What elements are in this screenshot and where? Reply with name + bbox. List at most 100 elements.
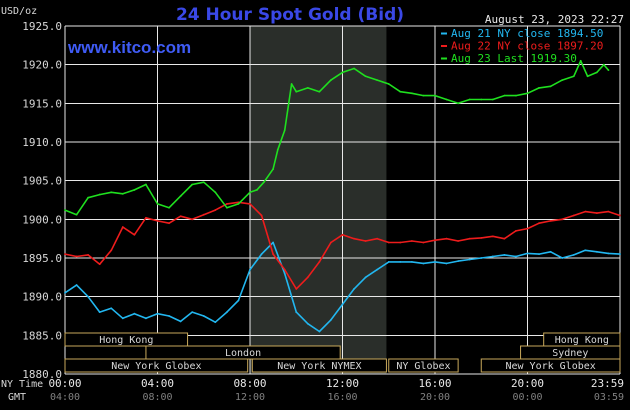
data-point <box>318 330 321 333</box>
data-point <box>595 71 598 74</box>
data-point <box>549 219 552 222</box>
data-point <box>318 90 321 93</box>
chart-title: 24 Hour Spot Gold (Bid) <box>175 5 405 25</box>
session-ny-globex-label: NY Globex <box>396 361 450 372</box>
data-point <box>110 249 113 252</box>
market-hours-highlight <box>250 26 387 374</box>
data-point <box>145 317 147 320</box>
data-point <box>549 250 552 253</box>
data-point <box>276 148 279 151</box>
data-point <box>110 191 113 194</box>
y-tick-label: 1895.0 <box>22 252 62 265</box>
data-point <box>410 92 413 95</box>
data-point <box>515 230 517 232</box>
data-point <box>572 254 575 256</box>
session-london-label: London <box>225 348 261 359</box>
data-point <box>110 307 113 310</box>
data-point <box>256 189 258 191</box>
data-point <box>619 214 621 217</box>
data-point <box>526 92 529 95</box>
data-point <box>249 268 251 271</box>
data-point <box>272 253 275 256</box>
data-point <box>87 295 90 298</box>
data-point <box>121 226 124 228</box>
data-point <box>75 284 78 286</box>
data-point <box>168 315 170 317</box>
data-point <box>283 272 286 275</box>
gmt-label: GMT <box>8 392 26 403</box>
data-point <box>434 94 436 97</box>
data-point <box>561 257 564 259</box>
x-tick-label-gmt: 20:00 <box>420 392 450 403</box>
data-point <box>503 254 506 256</box>
y-tick-label: 1925.0 <box>22 20 62 33</box>
data-point <box>202 315 205 317</box>
data-point <box>168 206 170 209</box>
x-tick-label-gmt: 03:59 <box>594 392 624 403</box>
data-point <box>434 239 436 242</box>
session-new-york-nymex <box>251 358 387 373</box>
data-point <box>503 237 506 240</box>
data-point <box>262 181 265 184</box>
data-point <box>330 241 332 244</box>
data-point <box>64 291 66 294</box>
session-sydney-label: Sydney <box>552 348 588 359</box>
data-point <box>272 241 275 244</box>
data-point <box>584 249 587 252</box>
data-point <box>468 98 471 101</box>
data-point <box>376 79 379 82</box>
data-point <box>434 260 436 263</box>
data-point <box>237 202 240 205</box>
data-point <box>457 260 460 262</box>
x-tick-label-gmt: 04:00 <box>50 392 80 403</box>
data-point <box>75 255 78 258</box>
data-point <box>480 236 483 239</box>
data-point <box>353 67 355 70</box>
data-point <box>133 312 136 315</box>
x-tick-label-gmt: 16:00 <box>327 392 357 403</box>
data-point <box>445 262 448 265</box>
data-point <box>306 276 309 279</box>
session-ny-globex <box>388 358 459 373</box>
data-point <box>572 75 575 78</box>
data-point <box>306 86 309 89</box>
data-point <box>145 183 147 186</box>
data-point <box>549 85 552 88</box>
data-point <box>602 63 605 66</box>
data-point <box>290 83 293 85</box>
data-point <box>480 98 483 101</box>
grid-lines <box>64 25 621 375</box>
data-point <box>399 90 402 93</box>
data-point <box>272 168 275 170</box>
timestamp: August 23, 2023 22:27 <box>484 13 624 26</box>
data-point <box>121 317 124 320</box>
session-new-york-globex-label: New York Globex <box>111 361 201 372</box>
data-point <box>295 288 298 290</box>
x-tick-label-gmt: 12:00 <box>235 392 265 403</box>
data-point <box>341 233 344 236</box>
data-point <box>191 311 194 314</box>
session-new-york-globex <box>64 358 249 373</box>
data-point <box>214 191 217 194</box>
data-point <box>168 222 170 225</box>
data-point <box>410 260 413 263</box>
unit-label: USD/oz <box>1 6 38 17</box>
data-point <box>491 255 494 258</box>
data-point <box>98 263 101 266</box>
data-point <box>225 311 228 314</box>
data-point <box>491 235 494 238</box>
data-point <box>376 237 379 240</box>
ny-time-label: NY Time <box>1 379 43 390</box>
data-point <box>376 268 379 271</box>
data-point <box>526 252 529 255</box>
data-point <box>249 191 251 194</box>
data-point <box>191 218 194 221</box>
data-point <box>260 253 263 256</box>
data-point <box>156 202 159 205</box>
data-point <box>133 189 136 191</box>
data-point <box>64 209 66 211</box>
data-point <box>260 214 263 217</box>
data-point <box>422 262 425 265</box>
